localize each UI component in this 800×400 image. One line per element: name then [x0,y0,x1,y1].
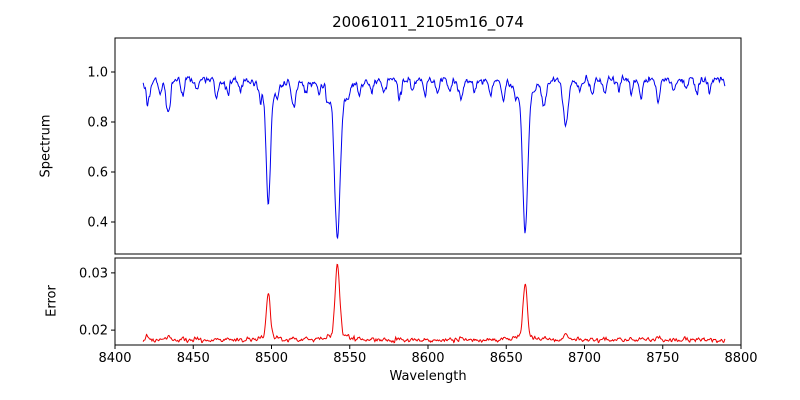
spectrum-series-line [142,73,726,240]
x-tick-label: 8500 [255,351,288,366]
x-tick-label: 8450 [177,351,210,366]
x-tick-label: 8700 [568,351,601,366]
y-tick-label: 0.03 [79,266,108,281]
y-tick-label: 0.8 [87,116,108,131]
y-tick-label: 1.0 [87,66,108,81]
x-tick-label: 8750 [646,351,679,366]
x-tick-label: 8400 [98,351,131,366]
y-axis-label-error: Error [44,285,60,317]
plot-title: 20061011_2105m16_074 [332,13,524,31]
x-tick-label: 8800 [724,351,757,366]
x-tick-label: 8650 [490,351,523,366]
axes-frame-spectrum [114,37,742,255]
y-axis-label-spectrum: Spectrum [38,114,54,178]
axes-frame-error [114,257,742,346]
x-tick-label: 8550 [333,351,366,366]
y-tick-label: 0.02 [79,324,108,339]
x-tick-label: 8600 [411,351,444,366]
y-tick-label: 0.6 [87,166,108,181]
x-axis-label: Wavelength [389,369,467,384]
y-tick-label: 0.4 [87,216,108,231]
error-series-line [142,263,726,344]
